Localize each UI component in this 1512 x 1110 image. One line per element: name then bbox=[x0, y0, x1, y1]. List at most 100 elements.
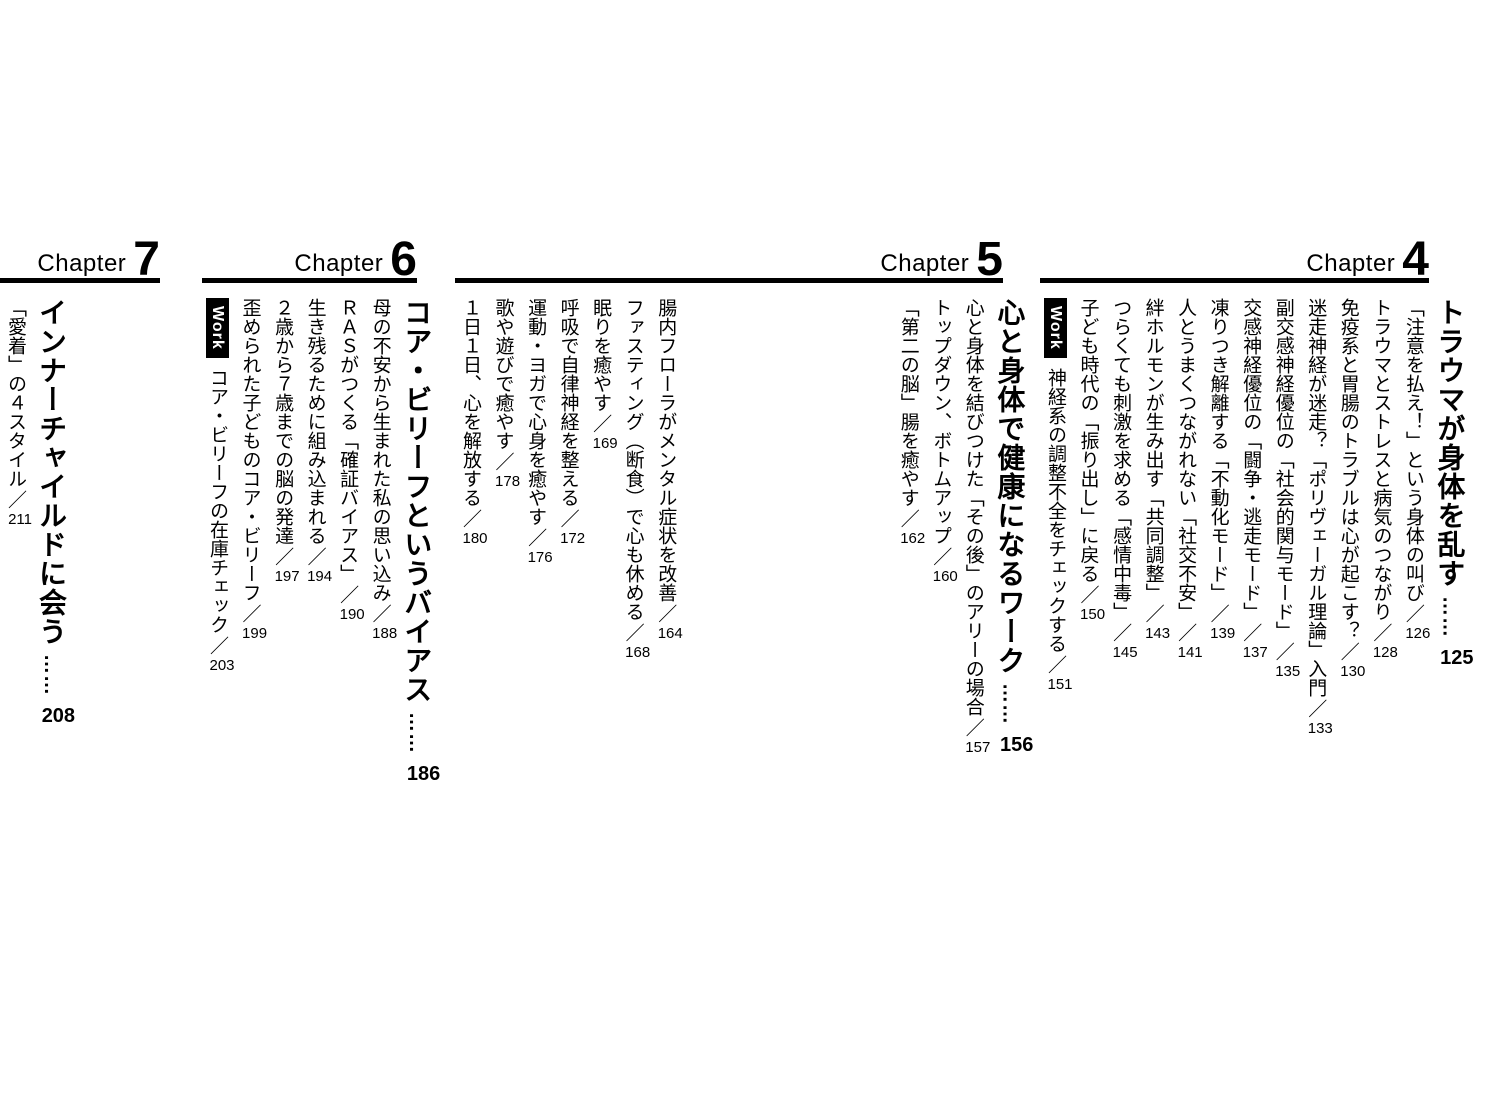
chapter-start-page: 208 bbox=[41, 705, 76, 727]
page-number: 176 bbox=[527, 549, 553, 566]
toc-entry: Work 神経系の調整不全をチェックする／151 bbox=[1040, 298, 1073, 798]
chapter-columns: インナーチャイルドに会う …… 208 「愛着」の４スタイル ／ 211 bbox=[0, 298, 75, 798]
toc-entry: 子ども時代の「振り出し」に戻る ／ 150 bbox=[1073, 298, 1106, 798]
entry-text: 呼吸で自律神経を整える bbox=[557, 298, 579, 507]
page-number: 172 bbox=[560, 530, 586, 547]
chapter-start-page: 186 bbox=[406, 763, 441, 785]
chapter-label: Chapter bbox=[880, 250, 970, 277]
page-number: 194 bbox=[307, 568, 333, 585]
chapter-section-7: Chapter 7 インナーチャイルドに会う …… 208 「愛着」の４スタイル ／ 2… bbox=[0, 235, 160, 798]
toc-entry: トップダウン、ボトムアップ ／ 160 bbox=[925, 298, 958, 798]
toc-entry: 歪められた子どものコア・ビリーフ ／ 199 bbox=[235, 298, 268, 798]
page-number: 162 bbox=[900, 530, 926, 547]
page-separator: ／ bbox=[1175, 623, 1197, 642]
toc-entry: 生き残るために組み込まれる ／ 194 bbox=[300, 298, 333, 798]
page-separator: ／ bbox=[897, 509, 919, 528]
leader-dots: …… bbox=[405, 712, 428, 754]
entry-text: 眠りを癒やす bbox=[590, 298, 612, 412]
entry-text: 「愛着」の４スタイル bbox=[5, 298, 26, 488]
page-number: 197 bbox=[274, 568, 300, 585]
page-number: 160 bbox=[932, 568, 958, 585]
toc-entry: トラウマとストレスと病気のつながり ／ 128 bbox=[1365, 298, 1398, 798]
chapter-section-6: Chapter 6 コア・ビリーフというバイアス …… 186 母の不安から生まれた… bbox=[202, 235, 440, 798]
entry-text: 心と身体を結びつけた「その後」のアリーの場合 bbox=[962, 298, 984, 716]
entry-text: 子ども時代の「振り出し」に戻る bbox=[1077, 298, 1099, 583]
entry-text: 運動・ヨガで心身を癒やす bbox=[525, 298, 547, 526]
column-gap bbox=[683, 298, 893, 299]
page-number: 145 bbox=[1112, 644, 1138, 661]
chapter-label: Chapter bbox=[294, 250, 384, 277]
page-number: 126 bbox=[1405, 625, 1431, 642]
page-separator: ／ bbox=[962, 718, 984, 737]
chapter-section-5: Chapter 5 心と身体で健康になるワーク …… 156 心と身体を結びつけた「… bbox=[455, 235, 1033, 798]
page-number: 133 bbox=[1307, 720, 1333, 737]
entry-text: 絆ホルモンが生み出す「共同調整」 bbox=[1142, 298, 1164, 602]
page-separator: ／ bbox=[369, 604, 391, 623]
entry-text: 腸内フローラがメンタル症状を改善 bbox=[655, 298, 677, 602]
toc-entry: 歌や遊びで癒やす ／ 178 bbox=[488, 298, 521, 798]
leader-dots: …… bbox=[998, 683, 1021, 725]
toc-entry: 交感神経優位の「闘争・逃走モード」 ／ 137 bbox=[1235, 298, 1268, 798]
toc-entry: 副交感神経優位の「社会的関与モード」 ／ 135 bbox=[1268, 298, 1301, 798]
work-badge: Work bbox=[1044, 298, 1067, 358]
entry-text: 「注意を払え！」という身体の叫び bbox=[1402, 298, 1424, 602]
toc-entry: 運動・ヨガで心身を癒やす ／ 176 bbox=[520, 298, 553, 798]
page-number: 178 bbox=[495, 473, 521, 490]
entry-text: ２歳から７歳までの脳の発達 bbox=[272, 298, 294, 545]
toc-entry: Work コア・ビリーフの在庫チェック／203 bbox=[202, 298, 235, 798]
chapter-columns: 心と身体で健康になるワーク …… 156 心と身体を結びつけた「その後」のアリーの場… bbox=[455, 298, 1033, 798]
entry-text: 免疫系と胃腸のトラブルは心が起こす？ bbox=[1337, 298, 1359, 640]
page-separator: ／ bbox=[1207, 604, 1229, 623]
page-separator: ／ bbox=[1045, 654, 1066, 674]
toc-entry: 「愛着」の４スタイル ／ 211 bbox=[0, 298, 32, 798]
page-number: 128 bbox=[1372, 644, 1398, 661]
page-separator: ／ bbox=[1305, 699, 1327, 718]
chapter-rule bbox=[0, 278, 160, 283]
toc-entry: 呼吸で自律神経を整える ／ 172 bbox=[553, 298, 586, 798]
page-separator: ／ bbox=[304, 547, 326, 566]
page-number: 139 bbox=[1210, 625, 1236, 642]
entry-text: 交感神経優位の「闘争・逃走モード」 bbox=[1240, 298, 1262, 621]
entry-text: 神経系の調整不全をチェックする bbox=[1045, 367, 1066, 653]
page-number: 199 bbox=[242, 625, 268, 642]
chapter-title: 心と身体で健康になるワーク …… 156 bbox=[990, 298, 1033, 798]
entry-text: 母の不安から生まれた私の思い込み bbox=[369, 298, 391, 602]
toc-entry: 免疫系と胃腸のトラブルは心が起こす？ ／ 130 bbox=[1333, 298, 1366, 798]
page-separator: ／ bbox=[1110, 623, 1132, 642]
toc-entry: ＲＡＳがつくる「確証バイアス」 ／ 190 bbox=[332, 298, 365, 798]
chapter-start-page: 125 bbox=[1440, 647, 1474, 669]
entry-text: ＲＡＳがつくる「確証バイアス」 bbox=[337, 298, 359, 583]
entry-text: 迷走神経が迷走？「ポリヴェーガル理論」入門 bbox=[1305, 298, 1327, 697]
entry-text: 歌や遊びで癒やす bbox=[492, 298, 514, 450]
toc-entry: 腸内フローラがメンタル症状を改善 ／ 164 bbox=[650, 298, 683, 798]
entry-text: 人とうまくつながれない「社交不安」 bbox=[1175, 298, 1197, 621]
page-separator: ／ bbox=[655, 604, 677, 623]
page-number: 130 bbox=[1340, 663, 1366, 680]
page-number: 143 bbox=[1145, 625, 1171, 642]
toc-entry: 「第二の脳」腸を癒やす ／ 162 bbox=[893, 298, 926, 798]
entry-text: コア・ビリーフの在庫チェック bbox=[207, 367, 228, 634]
toc-entry: ファスティング（断食）で心も休める ／ 168 bbox=[618, 298, 651, 798]
entry-text: 生き残るために組み込まれる bbox=[304, 298, 326, 545]
page-separator: ／ bbox=[460, 509, 481, 528]
chapter-header: Chapter 4 bbox=[1040, 235, 1429, 284]
work-badge: Work bbox=[206, 298, 229, 358]
chapter-rule bbox=[455, 278, 1003, 283]
page-separator: ／ bbox=[557, 509, 579, 528]
toc-entry: つらくても刺激を求める「感情中毒」 ／ 145 bbox=[1105, 298, 1138, 798]
toc-entry: 絆ホルモンが生み出す「共同調整」 ／ 143 bbox=[1138, 298, 1171, 798]
page-separator: ／ bbox=[930, 547, 952, 566]
chapter-rule bbox=[1040, 278, 1429, 283]
leader-dots: …… bbox=[39, 654, 62, 696]
toc-entry: 迷走神経が迷走？「ポリヴェーガル理論」入門 ／ 133 bbox=[1300, 298, 1333, 798]
page-separator: ／ bbox=[590, 414, 612, 433]
page-separator: ／ bbox=[239, 604, 261, 623]
page-separator: ／ bbox=[1337, 642, 1359, 661]
page-number: 135 bbox=[1275, 663, 1301, 680]
entry-text: つらくても刺激を求める「感情中毒」 bbox=[1110, 298, 1132, 621]
chapter-title-text: トラウマが身体を乱す bbox=[1434, 298, 1466, 588]
page-number: 150 bbox=[1080, 606, 1106, 623]
entry-text: 「第二の脳」腸を癒やす bbox=[897, 298, 919, 507]
entry-text: 凍りつき解離する「不動化モード」 bbox=[1207, 298, 1229, 602]
page-number: 211 bbox=[8, 511, 32, 528]
